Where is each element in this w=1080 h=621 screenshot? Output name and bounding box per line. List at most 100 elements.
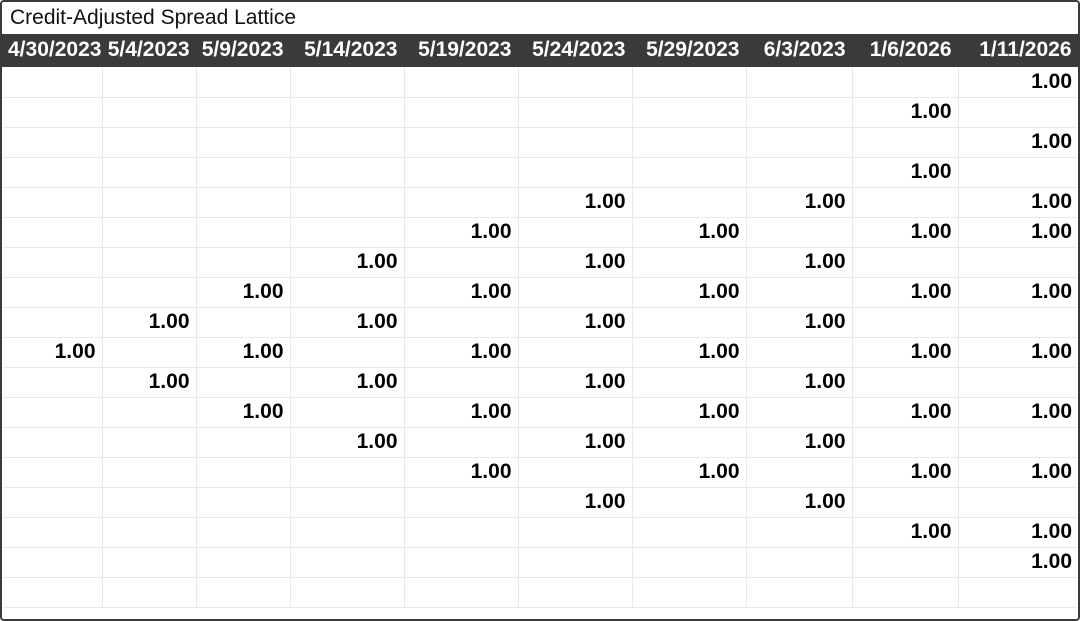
table-cell (746, 67, 852, 97)
table-cell (632, 97, 746, 127)
table-cell (632, 577, 746, 607)
table-cell (196, 217, 290, 247)
table-cell: 1.00 (958, 187, 1078, 217)
table-cell (404, 427, 518, 457)
table-row: 1.001.001.001.00 (2, 367, 1078, 397)
col-header: 1/11/2026 (958, 34, 1078, 67)
table-cell: 1.00 (290, 427, 404, 457)
table-cell (958, 427, 1078, 457)
table-cell: 1.00 (632, 277, 746, 307)
table-cell (746, 577, 852, 607)
table-row: 1.00 (2, 547, 1078, 577)
table-cell: 1.00 (746, 487, 852, 517)
table-cell (2, 397, 102, 427)
table-cell (958, 247, 1078, 277)
table-cell (2, 217, 102, 247)
table-cell: 1.00 (518, 427, 632, 457)
table-cell (102, 457, 196, 487)
table-cell (290, 127, 404, 157)
table-cell: 1.00 (958, 127, 1078, 157)
table-cell (196, 67, 290, 97)
table-cell (404, 67, 518, 97)
table-cell: 1.00 (404, 277, 518, 307)
table-cell (196, 457, 290, 487)
table-cell (958, 157, 1078, 187)
table-cell (290, 397, 404, 427)
table-cell (518, 517, 632, 547)
table-row: 1.00 1.00 1.00 (2, 187, 1078, 217)
table-cell (290, 547, 404, 577)
table-cell (2, 367, 102, 397)
table-cell: 1.00 (852, 397, 958, 427)
table-cell (2, 277, 102, 307)
table-cell: 1.00 (852, 157, 958, 187)
table-cell: 1.00 (958, 517, 1078, 547)
table-cell (746, 277, 852, 307)
table-cell (518, 217, 632, 247)
table-cell (290, 457, 404, 487)
table-cell (958, 487, 1078, 517)
table-cell: 1.00 (852, 97, 958, 127)
table-cell (404, 487, 518, 517)
table-cell (102, 247, 196, 277)
table-cell (852, 67, 958, 97)
table-cell (404, 577, 518, 607)
table-cell (518, 127, 632, 157)
table-cell (404, 157, 518, 187)
table-cell (102, 277, 196, 307)
table-cell (102, 397, 196, 427)
table-cell (290, 577, 404, 607)
table-cell (404, 367, 518, 397)
table-cell: 1.00 (632, 397, 746, 427)
lattice-table: 4/30/2023 5/4/2023 5/9/2023 5/14/2023 5/… (2, 34, 1079, 608)
table-row (2, 577, 1078, 607)
table-cell: 1.00 (746, 187, 852, 217)
table-cell: 1.00 (958, 457, 1078, 487)
table-cell (746, 547, 852, 577)
table-cell: 1.00 (852, 217, 958, 247)
table-cell (404, 517, 518, 547)
table-cell (958, 307, 1078, 337)
col-header: 6/3/2023 (746, 34, 852, 67)
table-row: 1.00 (2, 67, 1078, 97)
table-cell: 1.00 (518, 367, 632, 397)
table-cell: 1.00 (518, 187, 632, 217)
table-row: 1.001.001.00 (2, 427, 1078, 457)
table-cell (2, 127, 102, 157)
table-cell (2, 187, 102, 217)
table-cell (2, 67, 102, 97)
table-cell (632, 547, 746, 577)
table-cell (102, 337, 196, 367)
table-cell (632, 487, 746, 517)
table-cell (746, 337, 852, 367)
col-header: 5/9/2023 (196, 34, 290, 67)
table-cell (746, 457, 852, 487)
table-cell (2, 427, 102, 457)
table-cell (102, 487, 196, 517)
table-cell (404, 307, 518, 337)
table-cell (518, 157, 632, 187)
table-cell (102, 157, 196, 187)
table-row: 1.001.001.001.001.001.00 (2, 337, 1078, 367)
table-cell (290, 217, 404, 247)
table-cell (290, 97, 404, 127)
table-cell (290, 67, 404, 97)
table-cell (632, 127, 746, 157)
table-cell: 1.00 (852, 457, 958, 487)
table-row: 1.001.00 (2, 487, 1078, 517)
col-header: 1/6/2026 (852, 34, 958, 67)
table-header-row: 4/30/2023 5/4/2023 5/9/2023 5/14/2023 5/… (2, 34, 1078, 67)
lattice-panel: Credit-Adjusted Spread Lattice 4/30/2023… (0, 0, 1080, 621)
table-cell: 1.00 (958, 547, 1078, 577)
table-cell (290, 187, 404, 217)
table-row: 1.001.001.001.001.00 (2, 277, 1078, 307)
table-row: 1.001.001.001.001.00 (2, 397, 1078, 427)
table-cell (290, 517, 404, 547)
table-cell (404, 127, 518, 157)
table-body: 1.001.001.001.001.001.001.001.001.001.00… (2, 67, 1078, 607)
table-cell (196, 427, 290, 457)
table-cell (632, 367, 746, 397)
table-cell (2, 97, 102, 127)
col-header: 5/19/2023 (404, 34, 518, 67)
table-cell (852, 247, 958, 277)
